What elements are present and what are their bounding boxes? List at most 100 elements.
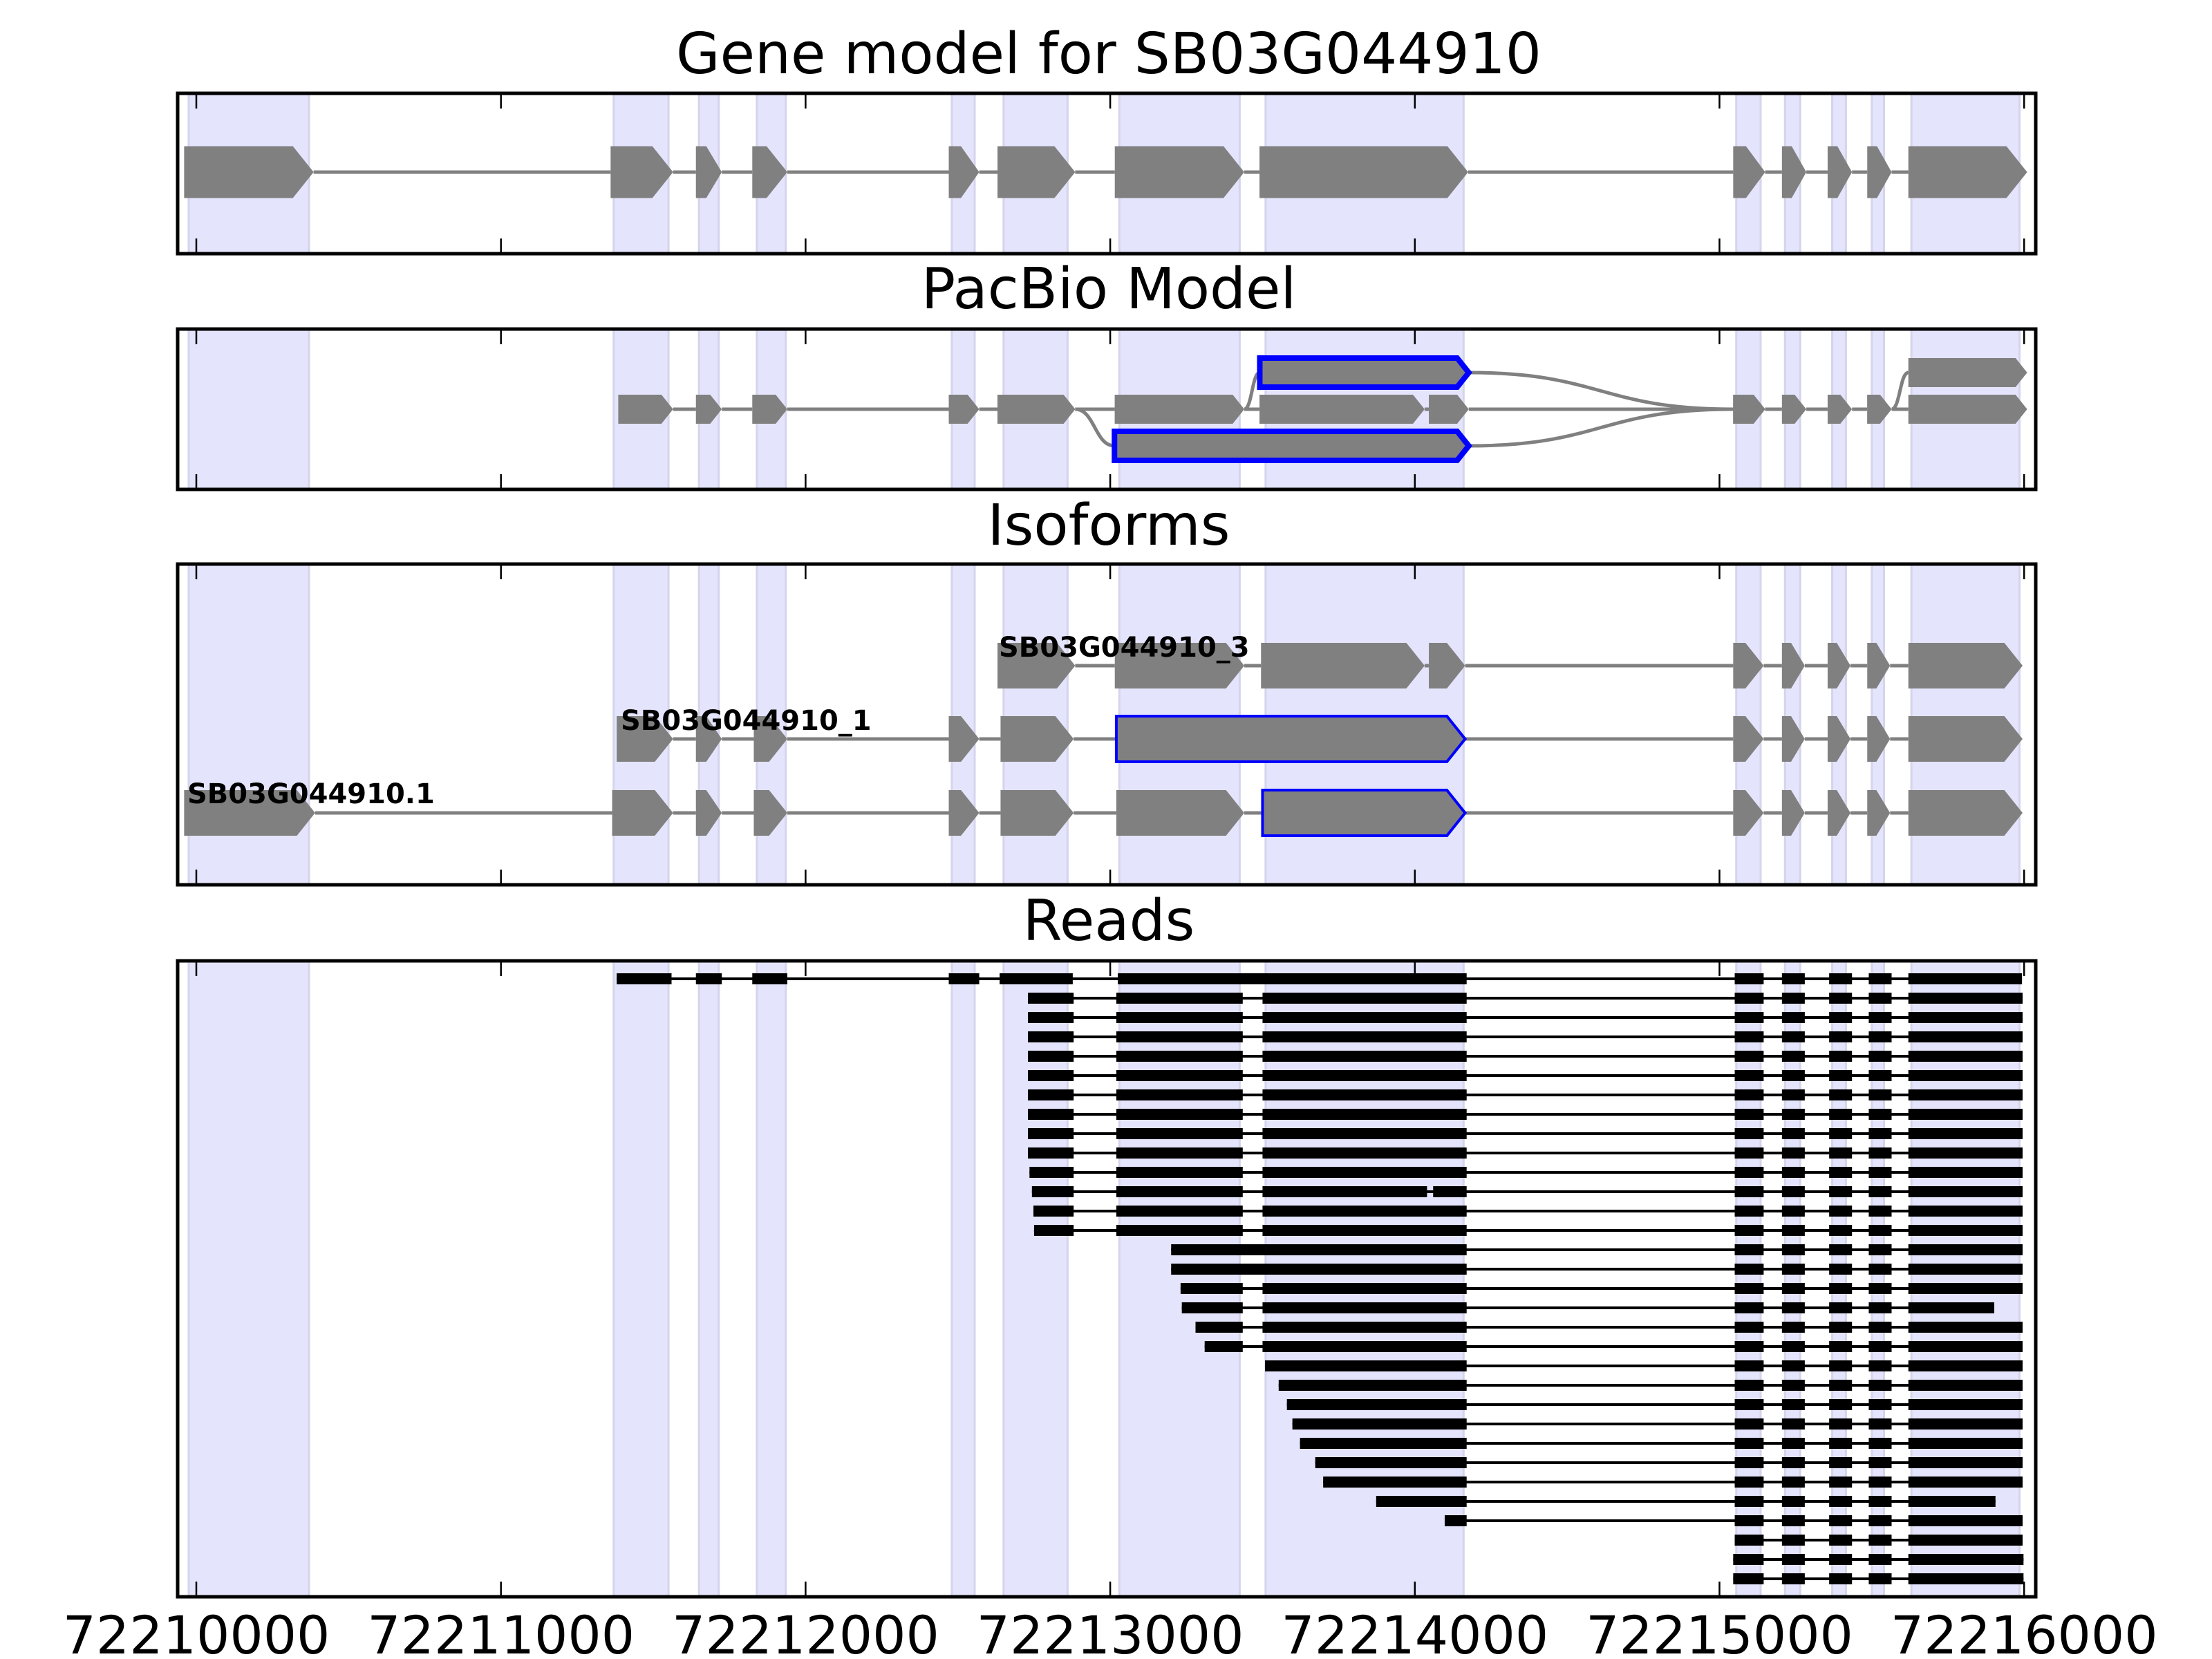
x-tick-label: 72215000	[1586, 1604, 1853, 1659]
exon	[1827, 643, 1851, 688]
read-block	[1829, 1554, 1853, 1565]
read-block	[1262, 1225, 1467, 1236]
read-block	[1908, 1206, 2023, 1217]
read-block	[1868, 1283, 1892, 1294]
read	[617, 973, 2023, 984]
read-block	[1868, 1360, 1892, 1371]
read-block	[1734, 1206, 1764, 1217]
panel-frame	[176, 91, 2038, 256]
read-block	[1116, 1147, 1243, 1159]
read-block	[1323, 1477, 1467, 1488]
read-block	[1180, 1283, 1243, 1294]
read-block	[1908, 1302, 1995, 1313]
x-tick-label: 72214000	[1281, 1604, 1548, 1659]
read-block	[1171, 1244, 1467, 1255]
read-block	[1028, 1051, 1074, 1062]
exon	[948, 716, 980, 762]
read-block	[1116, 1031, 1243, 1042]
read-block	[1734, 1399, 1764, 1410]
read-block	[1734, 1438, 1764, 1449]
exon	[1867, 146, 1892, 198]
exon	[752, 395, 787, 424]
exon	[948, 790, 980, 836]
read	[1733, 1554, 2024, 1565]
read-block	[1868, 1070, 1892, 1081]
read-block	[1829, 1109, 1853, 1120]
read-block	[1868, 1380, 1892, 1391]
read-block	[1781, 1264, 1805, 1275]
read-block	[1908, 1128, 2023, 1139]
exon-shade-region	[756, 959, 787, 1598]
exon	[1867, 716, 1891, 762]
read-block	[1868, 1457, 1892, 1468]
panel-frame	[176, 562, 2038, 887]
read	[1181, 1302, 1995, 1313]
read-block	[1829, 1031, 1853, 1042]
read-block	[1868, 973, 1892, 984]
read	[1292, 1418, 2023, 1430]
read-block	[1781, 1089, 1805, 1100]
exon-highlighted	[1114, 715, 1468, 763]
read-block	[1262, 993, 1467, 1004]
read-block	[1286, 1399, 1467, 1410]
read-block	[1829, 1515, 1853, 1526]
read	[1028, 1109, 2023, 1120]
read-block	[1908, 1360, 2023, 1371]
read-block	[1908, 1264, 2023, 1275]
read	[1031, 1186, 2023, 1197]
read-block	[1908, 1554, 2024, 1565]
read-block	[1734, 973, 1764, 984]
panel-frame	[176, 959, 2038, 1599]
read-block	[1734, 1341, 1764, 1352]
read	[1444, 1515, 2023, 1526]
exon	[1908, 716, 2023, 762]
read-block	[1734, 1225, 1764, 1236]
read-block	[1300, 1438, 1467, 1449]
exon	[1781, 790, 1805, 836]
exon	[1733, 146, 1765, 198]
read-block	[1829, 1283, 1853, 1294]
exon	[1908, 790, 2023, 836]
read	[1033, 1225, 2023, 1236]
read-block	[1829, 1341, 1853, 1352]
read-block	[1781, 1225, 1805, 1236]
read-block	[1829, 1206, 1853, 1217]
read-block	[1781, 1380, 1805, 1391]
read	[1028, 993, 2023, 1004]
read-block	[1734, 1070, 1764, 1081]
read-block	[1781, 1128, 1805, 1139]
read-block	[1829, 1012, 1853, 1023]
read-block	[1908, 1089, 2023, 1100]
read-block	[1781, 1167, 1805, 1178]
read-block	[1116, 1186, 1243, 1197]
read	[1028, 1031, 2023, 1042]
read-block	[1868, 1322, 1892, 1333]
exon	[1781, 146, 1807, 198]
read-block	[1829, 1322, 1853, 1333]
read-block	[1264, 1360, 1467, 1371]
exon	[1908, 643, 2023, 688]
read-block	[1908, 1322, 2023, 1333]
exon	[948, 146, 980, 198]
exon	[1000, 790, 1074, 836]
transcript	[1867, 358, 2027, 424]
read-block	[1734, 1322, 1764, 1333]
read-block	[1908, 1186, 2023, 1197]
read-block	[1028, 993, 1074, 1004]
read-block	[948, 973, 980, 984]
read-block	[1908, 1051, 2023, 1062]
read-block	[1781, 1496, 1805, 1507]
exon	[1116, 790, 1245, 836]
read-block	[1029, 1167, 1074, 1178]
exon	[1908, 395, 2027, 424]
exon	[1733, 716, 1764, 762]
read-block	[1829, 1457, 1853, 1468]
read-block	[1028, 1031, 1074, 1042]
read-block	[1908, 1457, 2023, 1468]
read-block	[1781, 1206, 1805, 1217]
exon	[1000, 716, 1074, 762]
read-block	[1116, 1109, 1243, 1120]
exon	[753, 716, 787, 762]
read-block	[1734, 1302, 1764, 1313]
read	[1028, 1070, 2023, 1081]
